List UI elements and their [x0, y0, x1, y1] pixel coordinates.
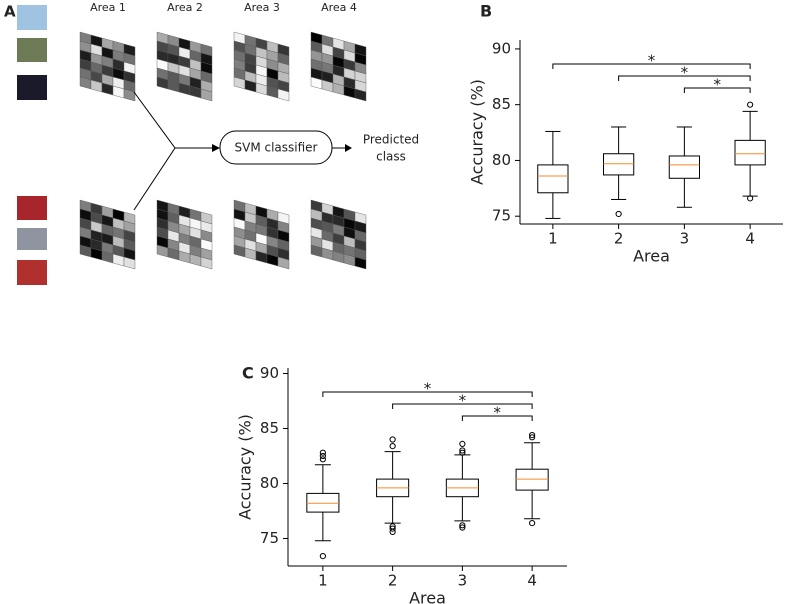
y-tick-label: 75 — [260, 529, 279, 547]
outlier — [529, 520, 536, 527]
connector — [133, 91, 176, 211]
feature-cell — [200, 256, 213, 270]
significance-label: * — [459, 392, 467, 410]
y-tick-label: 80 — [492, 151, 511, 169]
arrow-head — [212, 144, 220, 152]
significance-bracket — [322, 391, 533, 397]
significance-label: * — [714, 76, 722, 94]
feature-cell — [277, 88, 290, 102]
outlier — [389, 443, 396, 450]
box — [668, 155, 700, 179]
x-tick-label: 4 — [527, 572, 537, 590]
arrow-head — [345, 144, 352, 152]
outlier — [459, 447, 466, 454]
feature-cell — [123, 88, 136, 102]
significance-bracket — [552, 63, 751, 69]
y-tick-label: 85 — [260, 419, 279, 437]
feature-cell — [354, 88, 367, 102]
thumbnail — [17, 196, 47, 220]
x-axis-title: Area — [633, 247, 670, 266]
x-tick-label: 2 — [388, 572, 398, 590]
panel-label: A — [4, 3, 16, 21]
outlier — [747, 101, 754, 108]
outlier — [389, 436, 396, 443]
x-tick-label: 2 — [614, 230, 624, 248]
x-axis-title: Area — [409, 589, 446, 604]
y-tick-label: 90 — [492, 39, 511, 57]
thumbnail — [17, 38, 47, 62]
feature-cell — [123, 256, 136, 270]
y-tick-label: 80 — [260, 474, 279, 492]
outlier — [459, 522, 466, 529]
x-tick-label: 1 — [318, 572, 328, 590]
box — [537, 164, 569, 194]
significance-label: * — [648, 52, 656, 70]
thumbnail — [17, 228, 47, 250]
significance-bracket — [392, 403, 533, 409]
box — [306, 492, 340, 513]
outlier — [529, 432, 536, 439]
significance-label: * — [494, 404, 502, 422]
area-label: Area 4 — [321, 1, 357, 14]
outlier — [529, 434, 536, 441]
outlier — [389, 528, 396, 536]
significance-bracket — [461, 415, 533, 421]
outlier — [615, 210, 622, 218]
thumbnail — [17, 260, 47, 285]
panel-label: C — [242, 364, 254, 383]
y-tick-label: 85 — [492, 95, 511, 113]
outlier — [319, 449, 326, 456]
outlier — [319, 452, 326, 460]
box — [515, 468, 549, 491]
outlier — [459, 449, 466, 456]
feature-cell — [354, 256, 367, 270]
feature-maps — [79, 31, 367, 270]
box — [734, 139, 766, 166]
x-tick-label: 3 — [458, 572, 468, 590]
thumbnail — [17, 5, 47, 30]
x-tick-label: 3 — [680, 230, 690, 248]
output-label: class — [376, 150, 406, 164]
x-tick-label: 1 — [548, 230, 558, 248]
outlier — [389, 525, 396, 532]
outlier — [459, 440, 466, 447]
panel-label: B — [480, 2, 492, 21]
outlier — [319, 456, 326, 463]
y-tick-label: 75 — [492, 207, 511, 225]
feature-cell — [200, 88, 213, 102]
x-tick-label: 4 — [745, 230, 755, 248]
classifier-label: SVM classifier — [235, 141, 318, 155]
area-label: Area 3 — [244, 1, 280, 14]
y-axis-title: Accuracy (%) — [468, 79, 487, 185]
significance-label: * — [424, 380, 432, 398]
box — [603, 153, 635, 176]
outlier — [319, 553, 326, 560]
area-label: Area 1 — [90, 1, 126, 14]
outlier — [747, 195, 754, 202]
y-axis-title: Accuracy (%) — [236, 414, 255, 520]
area-label: Area 2 — [167, 1, 203, 14]
output-label: Predicted — [363, 133, 419, 147]
significance-bracket — [618, 75, 751, 81]
thumbnail — [17, 75, 47, 100]
outlier — [459, 524, 466, 531]
y-tick-label: 90 — [260, 364, 279, 382]
significance-bracket — [683, 87, 751, 93]
significance-label: * — [681, 64, 689, 82]
feature-cell — [277, 256, 290, 270]
